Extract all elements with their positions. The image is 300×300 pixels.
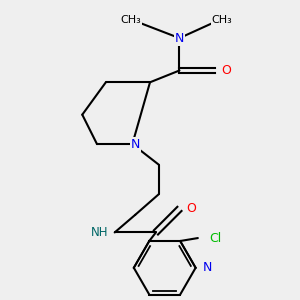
Text: O: O <box>222 64 232 77</box>
Text: CH₃: CH₃ <box>212 15 232 26</box>
Text: N: N <box>203 261 212 274</box>
Text: Cl: Cl <box>210 232 222 244</box>
Text: N: N <box>130 138 140 151</box>
Text: O: O <box>186 202 196 215</box>
Text: CH₃: CH₃ <box>120 15 141 26</box>
Text: NH: NH <box>91 226 109 239</box>
Text: N: N <box>175 32 184 45</box>
